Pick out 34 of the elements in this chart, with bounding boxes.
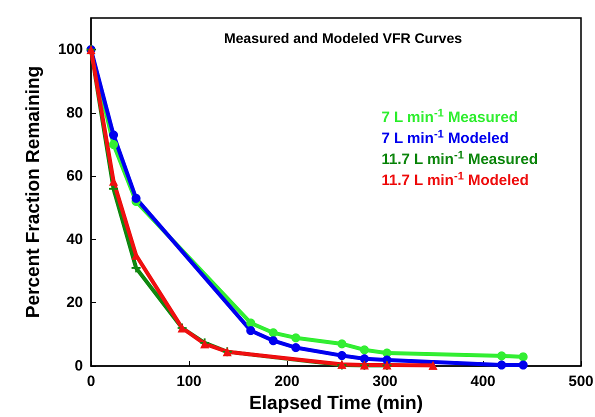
x-tick-label: 300 xyxy=(372,373,398,390)
point xyxy=(428,360,438,370)
point xyxy=(291,343,300,352)
point xyxy=(497,351,506,360)
x-tick-label: 100 xyxy=(176,373,202,390)
point xyxy=(518,360,528,370)
point xyxy=(360,354,369,364)
y-tick-label: 100 xyxy=(58,41,83,58)
x-axis-title: Elapsed Time (min) xyxy=(249,392,423,414)
y-axis-title: Percent Fraction Remaining xyxy=(23,66,44,318)
point xyxy=(337,339,346,348)
point xyxy=(109,140,118,150)
x-tick-label: 0 xyxy=(86,373,96,390)
y-tick-label: 40 xyxy=(66,230,83,248)
point xyxy=(337,351,346,360)
point xyxy=(497,360,506,370)
point xyxy=(360,345,369,354)
point xyxy=(246,318,256,328)
y-tick-label: 60 xyxy=(66,168,83,185)
x-tick-label: 200 xyxy=(274,373,300,390)
point xyxy=(518,352,528,362)
point xyxy=(109,130,118,140)
y-tick-label: 80 xyxy=(66,104,83,122)
y-tick-label: 0 xyxy=(74,358,83,374)
x-tick-label: 500 xyxy=(568,373,594,390)
x-tick-label: 400 xyxy=(470,373,496,390)
point xyxy=(291,333,300,342)
text: Measured and Modeled VFR Curves xyxy=(224,30,462,46)
y-tick-label: 20 xyxy=(66,294,83,312)
point xyxy=(268,328,278,338)
point xyxy=(246,326,256,336)
point xyxy=(132,263,141,272)
point xyxy=(132,194,141,203)
point xyxy=(268,336,278,346)
